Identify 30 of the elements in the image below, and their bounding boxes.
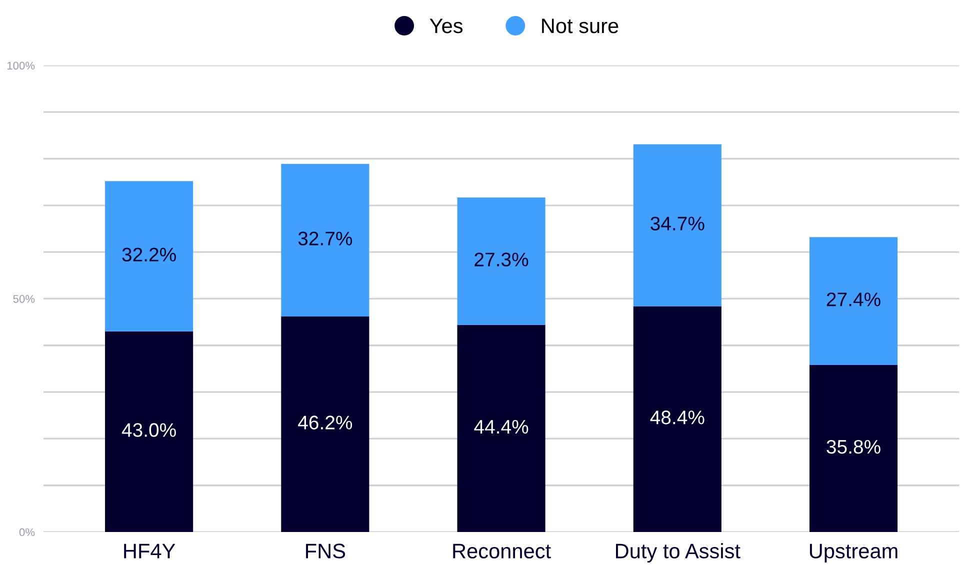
data-label: 43.0% [122, 423, 176, 437]
bar [105, 181, 194, 332]
data-label: 27.4% [826, 292, 880, 306]
data-label: 46.2% [298, 416, 352, 430]
y-tick-label: 50% [13, 294, 35, 303]
legend-label: Not sure [542, 18, 618, 34]
x-tick-label: FNS [306, 544, 346, 558]
bar [281, 316, 370, 532]
x-tick-label: Upstream [810, 544, 898, 563]
bar [633, 306, 722, 532]
bar [633, 144, 722, 306]
data-label: 32.7% [298, 232, 352, 246]
data-label: 35.8% [826, 440, 880, 454]
bar [105, 331, 194, 532]
bar [809, 364, 898, 532]
data-label: 32.2% [122, 248, 176, 262]
data-label: 48.4% [650, 410, 704, 424]
bar [457, 324, 546, 532]
legend-label: Yes [430, 18, 463, 34]
data-label: 44.4% [474, 420, 528, 434]
bar [457, 197, 546, 325]
x-tick-label: Reconnect [453, 544, 551, 558]
bar [809, 237, 898, 365]
data-label: 27.3% [474, 252, 528, 266]
data-label: 34.7% [650, 216, 704, 230]
bar [281, 164, 370, 316]
y-tick-label: 0% [19, 528, 35, 536]
x-tick-label: HF4Y [124, 544, 176, 558]
x-tick-label: Duty to Assist [616, 543, 740, 563]
y-tick-label: 100% [7, 62, 35, 70]
